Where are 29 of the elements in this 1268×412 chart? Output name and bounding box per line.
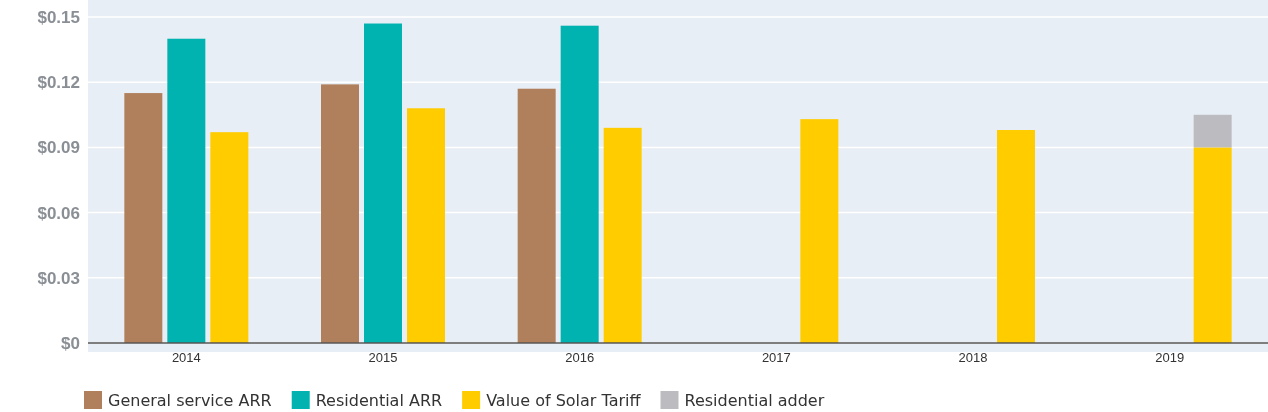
bar (167, 38, 206, 343)
bar (997, 130, 1035, 343)
x-tick-label: 2016 (565, 350, 595, 366)
x-tick-label: 2014 (171, 350, 201, 366)
legend-label: Value of Solar Tariff (486, 391, 642, 410)
bar (1193, 114, 1232, 148)
x-tick-label: 2017 (761, 350, 791, 366)
y-tick-label: $0.15 (37, 7, 80, 27)
y-tick-label: $0.09 (37, 138, 80, 158)
bar (800, 119, 839, 343)
bar (210, 132, 249, 343)
y-tick-label: $0.06 (37, 203, 80, 223)
legend-label: Residential ARR (315, 391, 443, 410)
bar (560, 25, 599, 343)
y-tick-label: $0.12 (37, 73, 80, 93)
bar (603, 127, 642, 343)
x-tick-label: 2018 (958, 350, 988, 366)
y-tick-label: $0 (61, 333, 80, 353)
x-tick-label: 2019 (1155, 350, 1185, 366)
bar (517, 88, 556, 343)
x-tick-label: 2015 (368, 350, 398, 366)
bar (321, 84, 359, 343)
bar (124, 93, 163, 343)
bar (364, 23, 402, 343)
bar (1193, 147, 1232, 343)
legend-label: Residential adder (684, 391, 825, 410)
bar (407, 108, 445, 343)
y-tick-label: $0.03 (37, 268, 80, 288)
legend-label: General service ARR (108, 391, 272, 410)
